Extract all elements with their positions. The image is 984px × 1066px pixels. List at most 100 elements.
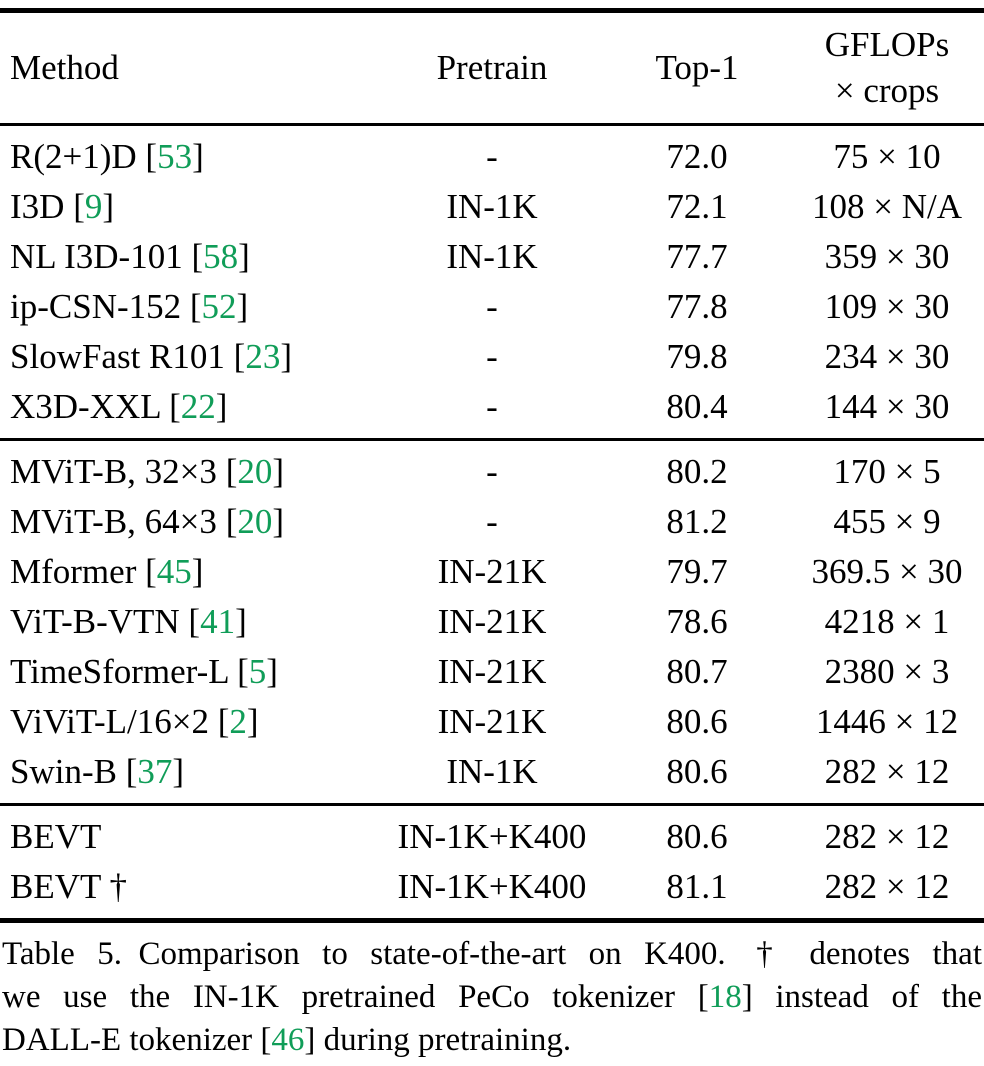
- caption-text: ] during pretraining.: [304, 1022, 572, 1058]
- caption-text: we use the IN-1K pretrained PeCo tokeniz…: [2, 979, 709, 1015]
- method-name: X3D-XXL: [10, 387, 161, 426]
- method-name: BEVT †: [10, 867, 127, 906]
- gflops-cell: 109 × 30: [824, 287, 950, 326]
- top1-cell: 77.8: [666, 287, 728, 326]
- gflops-cell: 1446 × 12: [815, 702, 959, 741]
- table-row: I3D [9] IN-1K 72.1 108 × N/A: [0, 182, 984, 232]
- table-row: ViT-B-VTN [41] IN-21K 78.6 4218 × 1: [0, 597, 984, 647]
- pretrain-cell: IN-1K+K400: [397, 817, 587, 856]
- row-group: MViT-B, 32×3 [20] - 80.2 170 × 5 MViT-B, 64×…: [0, 441, 984, 803]
- cite-open-bracket: [: [208, 702, 230, 741]
- citation-link[interactable]: 23: [245, 337, 281, 376]
- caption-text: Table 5. Comparison to state-of-the-art …: [2, 936, 982, 972]
- gflops-cell: 170 × 5: [833, 452, 941, 491]
- col-header-gflops: GFLOPs × crops: [790, 22, 984, 114]
- method-name: Mformer: [10, 552, 137, 591]
- citation-link[interactable]: 20: [237, 502, 273, 541]
- top1-cell: 77.7: [666, 237, 728, 276]
- citation-link[interactable]: 5: [248, 652, 267, 691]
- method-cell: BEVT †: [0, 867, 380, 907]
- pretrain-cell: IN-1K: [446, 187, 538, 226]
- gflops-cell: 282 × 12: [824, 867, 950, 906]
- header-separator-rule: [0, 123, 984, 126]
- cite-close-bracket: ]: [246, 702, 259, 741]
- gflops-cell: 234 × 30: [824, 337, 950, 376]
- top1-cell: 81.1: [666, 867, 728, 906]
- citation-link[interactable]: 52: [201, 287, 237, 326]
- col-header-gflops-line2: × crops: [834, 71, 940, 110]
- cite-open-bracket: [: [228, 652, 249, 691]
- top1-cell: 80.6: [666, 702, 728, 741]
- cite-close-bracket: ]: [266, 652, 278, 691]
- method-cell: ip-CSN-152 [52]: [0, 287, 380, 327]
- top1-cell: 72.0: [666, 137, 728, 176]
- cite-open-bracket: [: [136, 552, 157, 591]
- gflops-cell: 282 × 12: [824, 817, 950, 856]
- col-header-method: Method: [10, 48, 119, 87]
- cite-open-bracket: [: [181, 287, 202, 326]
- method-name: R(2+1)D: [10, 137, 137, 176]
- gflops-cell: 4218 × 1: [824, 602, 950, 641]
- table-row: BEVT IN-1K+K400 80.6 282 × 12: [0, 812, 984, 862]
- pretrain-cell: -: [486, 337, 498, 376]
- method-cell: MViT-B, 32×3 [20]: [0, 452, 380, 492]
- method-cell: SlowFast R101 [23]: [0, 337, 380, 377]
- row-group: R(2+1)D [53] - 72.0 75 × 10 I3D [9] IN-1K 72.1…: [0, 126, 984, 438]
- top1-cell: 79.8: [666, 337, 728, 376]
- table-row: ViViT-L/16×2 [2] IN-21K 80.6 1446 × 12: [0, 697, 984, 747]
- cite-close-bracket: ]: [235, 602, 247, 641]
- method-name: TimeSformer-L: [10, 652, 229, 691]
- cite-close-bracket: ]: [191, 552, 204, 591]
- table-body: R(2+1)D [53] - 72.0 75 × 10 I3D [9] IN-1K 72.1…: [0, 126, 984, 918]
- table-bottom-rule: [0, 918, 984, 923]
- table-row: NL I3D-101 [58] IN-1K 77.7 359 × 30: [0, 232, 984, 282]
- table-caption: Table 5. Comparison to state-of-the-art …: [0, 933, 984, 1062]
- row-group: BEVT IN-1K+K400 80.6 282 × 12 BEVT † IN-1K+K4…: [0, 806, 984, 918]
- table-row: Swin-B [37] IN-1K 80.6 282 × 12: [0, 747, 984, 797]
- cite-close-bracket: ]: [272, 452, 284, 491]
- citation-link[interactable]: 45: [156, 552, 192, 591]
- method-cell: NL I3D-101 [58]: [0, 237, 380, 277]
- caption-citation-link[interactable]: 46: [271, 1022, 305, 1058]
- method-name: SlowFast R101: [10, 337, 225, 376]
- gflops-cell: 359 × 30: [824, 237, 950, 276]
- citation-link[interactable]: 9: [84, 187, 103, 226]
- top1-cell: 72.1: [666, 187, 728, 226]
- citation-link[interactable]: 58: [203, 237, 239, 276]
- citation-link[interactable]: 20: [237, 452, 273, 491]
- pretrain-cell: IN-1K: [446, 752, 538, 791]
- table-row: TimeSformer-L [5] IN-21K 80.7 2380 × 3: [0, 647, 984, 697]
- group-separator-rule: [0, 803, 984, 806]
- cite-open-bracket: [: [216, 502, 238, 541]
- gflops-cell: 144 × 30: [824, 387, 950, 426]
- gflops-cell: 108 × N/A: [811, 187, 962, 226]
- table-header-row: Method Pretrain Top-1 GFLOPs × crops: [0, 13, 984, 123]
- method-name: NL I3D-101: [10, 237, 183, 276]
- cite-close-bracket: ]: [272, 502, 284, 541]
- gflops-cell: 369.5 × 30: [811, 552, 963, 591]
- cite-open-bracket: [: [224, 337, 246, 376]
- pretrain-cell: IN-21K: [437, 652, 547, 691]
- citation-link[interactable]: 37: [137, 752, 173, 791]
- caption-line: Table 5. Comparison to state-of-the-art …: [2, 933, 982, 976]
- citation-link[interactable]: 41: [200, 602, 236, 641]
- citation-link[interactable]: 2: [229, 702, 247, 741]
- caption-citation-link[interactable]: 18: [708, 979, 742, 1015]
- method-name: ViT-B-VTN: [10, 602, 180, 641]
- citation-link[interactable]: 22: [180, 387, 216, 426]
- method-name: ip-CSN-152: [10, 287, 182, 326]
- method-cell: ViViT-L/16×2 [2]: [0, 702, 380, 742]
- cite-open-bracket: [: [182, 237, 204, 276]
- top1-cell: 80.6: [666, 752, 728, 791]
- table-top-rule: [0, 8, 984, 13]
- citation-link[interactable]: 53: [157, 137, 193, 176]
- pretrain-cell: IN-21K: [437, 602, 547, 641]
- table-row: Mformer [45] IN-21K 79.7 369.5 × 30: [0, 547, 984, 597]
- cite-open-bracket: [: [160, 387, 181, 426]
- gflops-cell: 75 × 10: [833, 137, 941, 176]
- table-row: R(2+1)D [53] - 72.0 75 × 10: [0, 132, 984, 182]
- top1-cell: 80.2: [666, 452, 728, 491]
- method-name: I3D: [10, 187, 65, 226]
- caption-text: ] instead of the: [741, 979, 982, 1015]
- cite-close-bracket: ]: [172, 752, 185, 791]
